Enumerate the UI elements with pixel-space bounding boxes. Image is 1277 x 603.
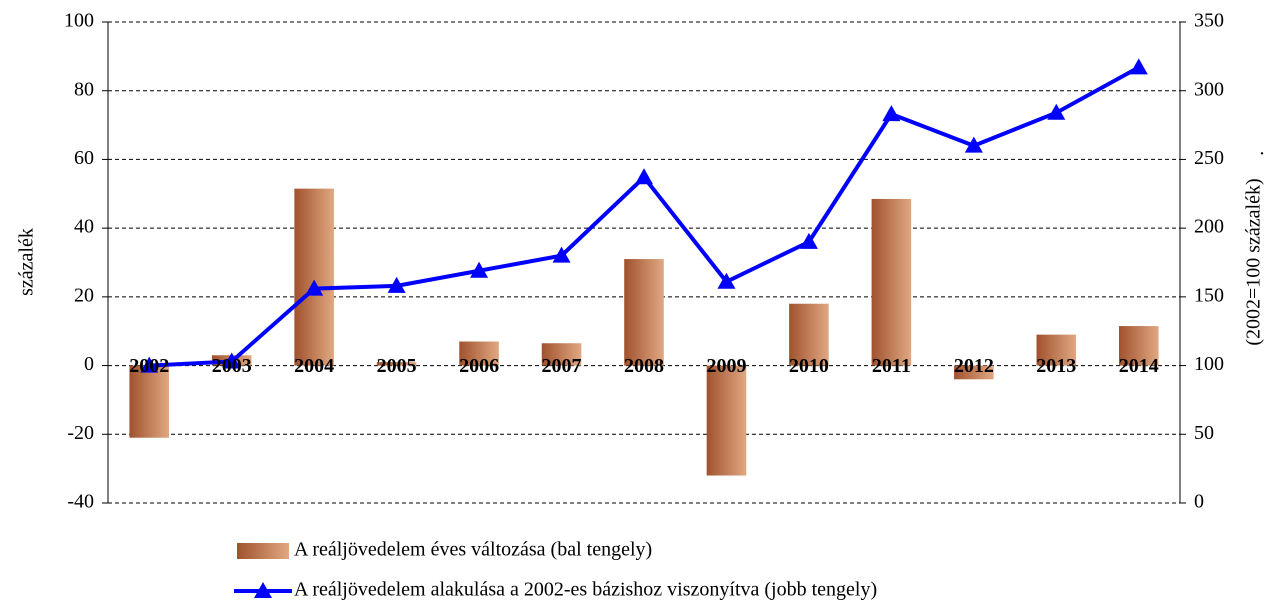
bar	[129, 365, 170, 438]
annotation: .	[1260, 138, 1265, 160]
x-tick-label: 2008	[624, 355, 664, 377]
marker	[305, 279, 324, 296]
y-tick-label: 20	[74, 284, 94, 306]
bar	[871, 198, 912, 366]
marker	[1047, 103, 1066, 120]
x-tick-label: 2007	[542, 355, 582, 377]
y2-tick-label: 350	[1194, 10, 1224, 32]
y-tick-label: -40	[67, 491, 94, 513]
bar	[789, 303, 829, 366]
y-tick-label: 40	[74, 216, 94, 238]
y-tick-label: 60	[74, 147, 94, 169]
x-tick-label: 2006	[459, 355, 499, 377]
bar	[541, 343, 582, 366]
x-tick-label: 2005	[377, 355, 417, 377]
y2-tick-label: 50	[1194, 422, 1214, 444]
marker	[387, 276, 406, 293]
x-tick-label: 2002	[129, 355, 169, 377]
x-tick-label: 2004	[294, 355, 334, 377]
marker	[470, 261, 489, 278]
marker	[635, 168, 653, 185]
marker	[717, 272, 736, 289]
bar	[294, 188, 334, 366]
y2-tick-label: 300	[1194, 78, 1224, 100]
marker	[964, 136, 983, 153]
x-tick-label: 2011	[872, 355, 911, 377]
bar	[954, 365, 994, 380]
x-tick-label: 2012	[954, 355, 994, 377]
y2-tick-label: 0	[1194, 491, 1204, 513]
x-tick-label: 2010	[789, 355, 829, 377]
x-tick-label: 2014	[1119, 355, 1159, 377]
y-tick-label: 0	[84, 353, 94, 375]
y-tick-label: -20	[67, 422, 94, 444]
legend-swatch	[237, 543, 289, 559]
marker	[799, 232, 818, 249]
y2-tick-label: 100	[1194, 353, 1224, 375]
bar	[706, 365, 747, 476]
bar	[376, 362, 417, 366]
marker	[1129, 58, 1148, 75]
marker	[222, 352, 241, 369]
bar	[1118, 326, 1159, 366]
x-tick-label: 2013	[1036, 355, 1076, 377]
legend-label: A reáljövedelem éves változása (bal teng…	[294, 539, 652, 561]
y-axis-title: százalék	[16, 228, 38, 296]
y2-tick-label: 200	[1194, 216, 1224, 238]
legend-label: A reáljövedelem alakulása a 2002-es bázi…	[294, 579, 877, 601]
bar	[459, 341, 499, 366]
x-tick-label: 2009	[706, 355, 746, 377]
bar	[624, 259, 664, 366]
bar	[1036, 334, 1077, 366]
marker	[882, 105, 901, 122]
y-tick-label: 100	[64, 10, 94, 32]
y2-tick-label: 250	[1194, 147, 1224, 169]
y2-tick-label: 150	[1194, 284, 1224, 306]
y2-axis-title: (2002=100 százalék)	[1243, 178, 1265, 345]
y-tick-label: 80	[74, 78, 94, 100]
marker	[140, 356, 159, 373]
marker	[552, 246, 571, 263]
legend-marker	[254, 582, 272, 598]
x-tick-label: 2003	[212, 355, 252, 377]
